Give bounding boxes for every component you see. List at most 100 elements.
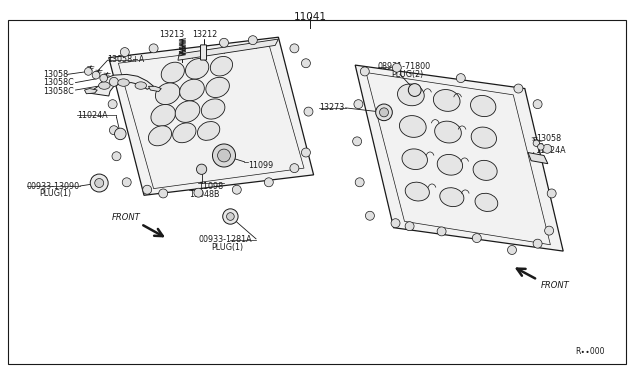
Circle shape [290, 44, 299, 53]
Polygon shape [148, 86, 161, 92]
Circle shape [547, 189, 556, 198]
Circle shape [220, 38, 228, 47]
Text: 13273: 13273 [319, 103, 344, 112]
Text: 00933-13090: 00933-13090 [27, 182, 80, 190]
Ellipse shape [175, 101, 200, 122]
Circle shape [108, 100, 117, 109]
Ellipse shape [156, 83, 180, 105]
Circle shape [304, 107, 313, 116]
Circle shape [408, 84, 421, 96]
Circle shape [120, 48, 129, 57]
Polygon shape [84, 89, 97, 94]
Circle shape [354, 100, 363, 109]
Text: 13058: 13058 [44, 70, 68, 79]
Text: 00933-1281A: 00933-1281A [198, 235, 252, 244]
Circle shape [122, 178, 131, 187]
Circle shape [355, 178, 364, 187]
Text: 13058C: 13058C [44, 87, 74, 96]
FancyBboxPatch shape [200, 45, 207, 60]
Circle shape [159, 189, 168, 198]
Polygon shape [355, 65, 563, 251]
Circle shape [543, 144, 552, 153]
Ellipse shape [475, 193, 498, 211]
Text: FRONT: FRONT [112, 213, 141, 222]
Ellipse shape [437, 154, 463, 175]
Polygon shape [88, 74, 154, 96]
Polygon shape [178, 39, 278, 60]
Circle shape [112, 152, 121, 161]
Text: 11098: 11098 [198, 182, 223, 191]
Ellipse shape [173, 123, 196, 143]
Text: 13058: 13058 [536, 134, 561, 143]
Circle shape [533, 239, 542, 248]
Circle shape [391, 219, 400, 228]
Circle shape [143, 185, 152, 194]
Ellipse shape [471, 127, 497, 148]
Text: 13213: 13213 [159, 30, 184, 39]
Circle shape [360, 67, 369, 76]
Polygon shape [109, 37, 314, 195]
Text: 11024A: 11024A [535, 146, 566, 155]
Ellipse shape [211, 57, 232, 76]
Circle shape [232, 185, 241, 194]
Circle shape [115, 128, 126, 140]
Text: 08931-71800: 08931-71800 [378, 62, 431, 71]
Circle shape [508, 246, 516, 254]
Ellipse shape [433, 90, 460, 111]
Text: 13058C: 13058C [44, 78, 74, 87]
Ellipse shape [473, 160, 497, 180]
Ellipse shape [202, 99, 225, 119]
Circle shape [109, 77, 118, 86]
Circle shape [227, 213, 234, 220]
Circle shape [194, 188, 203, 197]
Circle shape [533, 100, 542, 109]
Circle shape [301, 59, 310, 68]
Ellipse shape [180, 79, 204, 101]
Ellipse shape [135, 82, 147, 89]
Circle shape [353, 137, 362, 146]
Circle shape [109, 126, 118, 135]
Circle shape [95, 179, 104, 187]
Text: PLUG(1): PLUG(1) [211, 243, 243, 252]
Circle shape [380, 108, 388, 117]
Circle shape [90, 174, 108, 192]
Circle shape [437, 227, 446, 236]
Circle shape [365, 211, 374, 220]
Circle shape [100, 74, 108, 82]
Text: 11041: 11041 [294, 12, 327, 22]
Circle shape [392, 63, 401, 72]
Circle shape [248, 36, 257, 45]
Ellipse shape [161, 62, 184, 83]
Circle shape [472, 234, 481, 243]
Circle shape [218, 149, 230, 162]
Circle shape [290, 164, 299, 173]
Ellipse shape [399, 116, 426, 137]
Circle shape [405, 222, 414, 231]
Ellipse shape [186, 58, 209, 79]
Text: 11048B: 11048B [189, 190, 220, 199]
Circle shape [92, 71, 100, 79]
Text: PLUG(1): PLUG(1) [40, 189, 72, 198]
Ellipse shape [402, 149, 428, 170]
Text: 13058+A: 13058+A [108, 55, 145, 64]
Circle shape [196, 164, 207, 174]
Ellipse shape [470, 96, 496, 116]
Circle shape [264, 178, 273, 187]
Text: PLUG(2): PLUG(2) [392, 70, 424, 79]
Text: R∙∙000: R∙∙000 [575, 347, 605, 356]
Ellipse shape [151, 105, 175, 126]
Ellipse shape [435, 121, 461, 143]
Ellipse shape [397, 84, 424, 106]
Ellipse shape [118, 79, 129, 86]
Ellipse shape [148, 126, 172, 146]
Circle shape [456, 74, 465, 83]
Ellipse shape [440, 188, 464, 206]
Circle shape [376, 104, 392, 121]
Circle shape [545, 226, 554, 235]
Ellipse shape [206, 77, 229, 97]
Circle shape [84, 68, 92, 75]
Circle shape [212, 144, 236, 167]
Circle shape [149, 44, 158, 53]
Text: 13212: 13212 [192, 30, 217, 39]
Text: 11024A: 11024A [77, 111, 108, 120]
